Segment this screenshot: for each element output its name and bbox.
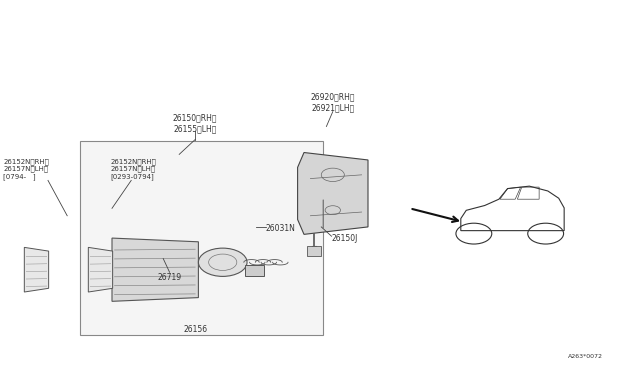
Circle shape [198, 248, 247, 276]
Polygon shape [298, 153, 368, 234]
Text: 26150〈RH〉
26155〈LH〉: 26150〈RH〉 26155〈LH〉 [173, 114, 218, 133]
Polygon shape [88, 247, 113, 292]
Bar [245, 265, 264, 276]
Polygon shape [24, 247, 49, 292]
Text: 26152N〈RH〉
26157N〈LH〉
[0794-   ]: 26152N〈RH〉 26157N〈LH〉 [0794- ] [3, 158, 49, 180]
Polygon shape [112, 238, 198, 301]
Text: 26031N: 26031N [266, 224, 296, 233]
Bar [307, 246, 321, 256]
Text: 26156: 26156 [183, 325, 207, 334]
Text: 26719: 26719 [157, 273, 182, 282]
Text: 26150J: 26150J [332, 234, 358, 243]
Text: 26152N〈RH〉
26157N〈LH〉
[0293-0794]: 26152N〈RH〉 26157N〈LH〉 [0293-0794] [110, 158, 156, 180]
Text: 26920〈RH〉
26921〈LH〉: 26920〈RH〉 26921〈LH〉 [310, 93, 355, 112]
Bar [80, 141, 323, 335]
Text: A263*0072: A263*0072 [568, 354, 603, 359]
